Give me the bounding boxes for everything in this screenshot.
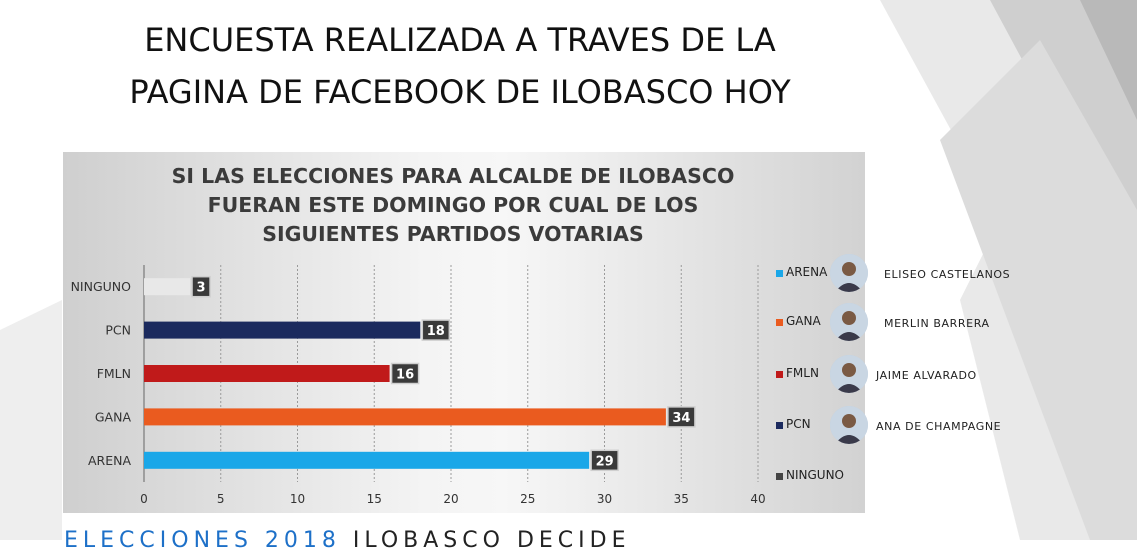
- x-tick-label: 0: [140, 492, 148, 506]
- legend-party-label: PCN: [786, 417, 811, 431]
- category-label: GANA: [95, 409, 132, 424]
- x-tick-label: 30: [597, 492, 612, 506]
- legend-swatch: [776, 473, 783, 480]
- candidate-name: MERLIN BARRERA: [884, 317, 990, 330]
- footer-highlight: ELECCIONES 2018: [64, 528, 341, 553]
- data-label-box: [590, 449, 619, 472]
- candidate-photo-avatar: [830, 355, 868, 393]
- data-label-box: [667, 406, 696, 428]
- data-label: 3: [197, 281, 206, 296]
- x-tick-label: 15: [367, 492, 382, 506]
- x-tick-label: 5: [217, 492, 225, 506]
- chart-title: SI LAS ELECCIONES PARA ALCALDE DE ILOBAS…: [171, 164, 735, 246]
- person-icon: [830, 355, 868, 393]
- legend-swatch: [776, 371, 783, 378]
- category-label: NINGUNO: [71, 279, 132, 294]
- candidate-name: ELISEO CASTELANOS: [884, 268, 1011, 281]
- x-tick-label: 20: [443, 492, 458, 506]
- legend-swatch: [776, 270, 783, 277]
- legend-party-label: NINGUNO: [786, 468, 844, 482]
- bar: [144, 408, 666, 426]
- x-tick-label: 35: [674, 492, 689, 506]
- data-label: 34: [672, 411, 690, 426]
- bar-chart: 0 5 10 15 20 25 30 35 40 NINGUNO 3 PCN 18 FMLN 16 GANA 3…: [71, 265, 766, 506]
- category-label: PCN: [105, 323, 131, 338]
- person-icon: [830, 406, 868, 444]
- data-label: 29: [596, 454, 614, 469]
- footer-text: ELECCIONES 2018 ILOBASCO DECIDE: [64, 528, 630, 553]
- category-label: ARENA: [88, 453, 131, 468]
- slide-title: ENCUESTA REALIZADA A TRAVES DE LA PAGINA…: [129, 21, 791, 111]
- bar: [144, 365, 390, 382]
- x-tick-label: 40: [750, 492, 765, 506]
- candidate-name: JAIME ALVARADO: [876, 369, 977, 382]
- legend-party-label: ARENA: [786, 265, 828, 279]
- bar: [144, 321, 421, 339]
- bar: [144, 278, 191, 296]
- bar: [144, 451, 590, 469]
- person-icon: [830, 303, 868, 341]
- legend-swatch: [776, 422, 783, 429]
- footer-rest: ILOBASCO DECIDE: [352, 528, 631, 553]
- data-label: 18: [427, 324, 445, 339]
- legend-party-label: GANA: [786, 314, 821, 328]
- data-label-box: [421, 319, 451, 341]
- data-label: 16: [396, 368, 414, 383]
- data-label-box: [191, 275, 211, 298]
- x-tick-label: 25: [520, 492, 535, 506]
- candidate-photo-avatar: [830, 254, 868, 292]
- background-decoration: [0, 0, 1137, 540]
- candidate-name: ANA DE CHAMPAGNE: [876, 420, 1002, 433]
- candidate-photo-avatar: [830, 303, 868, 341]
- legend-swatch: [776, 319, 783, 326]
- legend-party-label: FMLN: [786, 366, 819, 380]
- x-tick-label: 10: [290, 492, 305, 506]
- candidate-photo-avatar: [830, 406, 868, 444]
- category-label: FMLN: [97, 366, 131, 381]
- data-label-box: [390, 362, 420, 385]
- person-icon: [830, 254, 868, 292]
